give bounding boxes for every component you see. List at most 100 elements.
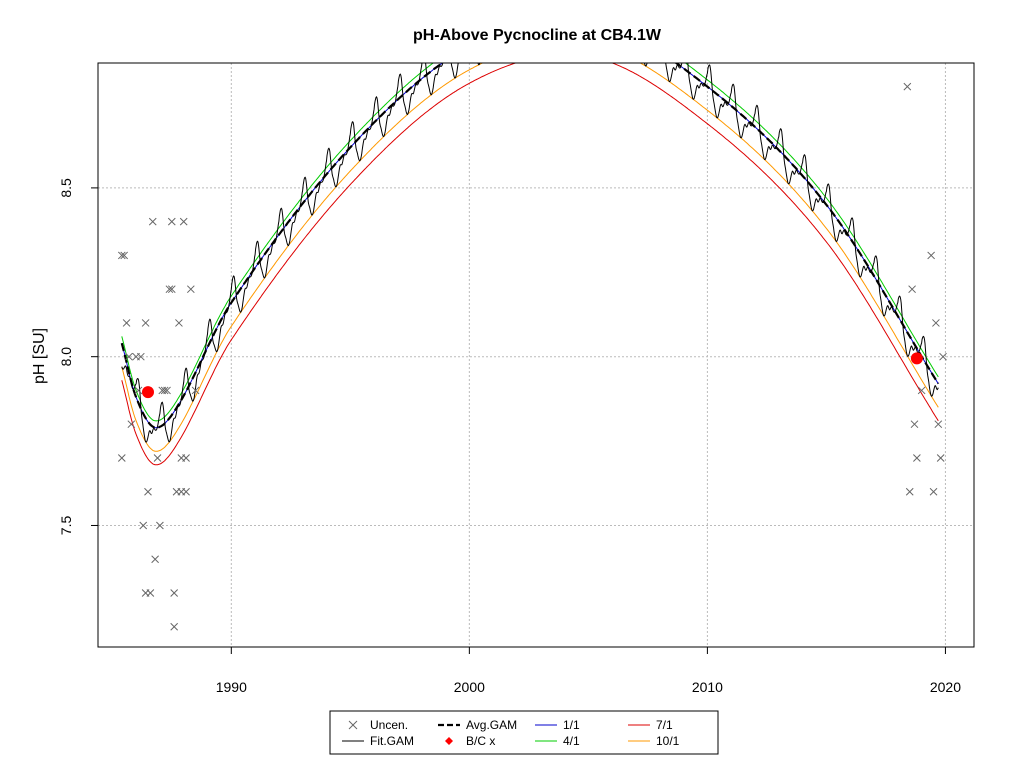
legend-label: Avg.GAM	[466, 718, 517, 732]
y-tick-label: 8.5	[58, 178, 74, 198]
uncensored-mark	[910, 420, 919, 429]
uncensored-mark	[913, 454, 921, 462]
uncensored-point	[122, 319, 131, 327]
uncensored-point	[908, 285, 916, 294]
uncensored-point	[182, 487, 190, 496]
uncensored-point	[144, 487, 152, 496]
legend-label: Fit.GAM	[370, 734, 414, 748]
uncensored-point	[910, 420, 919, 429]
legend-label: 7/1	[656, 718, 673, 732]
uncensored-mark	[163, 386, 171, 395]
uncensored-mark	[191, 386, 200, 395]
uncensored-point	[934, 420, 943, 429]
uncensored-mark	[146, 589, 155, 597]
y-tick-label: 8.0	[58, 347, 74, 367]
uncensored-mark	[141, 319, 150, 327]
uncensored-point	[127, 420, 136, 429]
legend-swatch	[445, 737, 453, 745]
uncensored-point	[939, 352, 947, 361]
seasonal-line-4-1	[121, 63, 939, 422]
uncensored-point	[170, 622, 179, 631]
uncensored-mark	[927, 251, 936, 260]
uncensored-mark	[117, 454, 126, 462]
uncensored-mark	[148, 217, 157, 226]
uncensored-point	[917, 386, 926, 395]
uncensored-mark	[932, 319, 940, 327]
uncensored-point	[191, 386, 200, 395]
uncensored-point	[163, 386, 171, 395]
x-tick-label: 1990	[216, 679, 247, 695]
uncensored-point	[148, 217, 157, 226]
legend-box	[329, 710, 719, 755]
x-tick-label: 2000	[454, 679, 485, 695]
legend: Uncen. Avg.GAM 1/1 7/1 Fit.GAM B/C x 4/1 10/1	[329, 710, 719, 755]
uncensored-point	[170, 589, 179, 597]
uncensored-point	[165, 285, 174, 294]
legend-entry: Avg.GAM	[438, 718, 517, 732]
uncensored-point	[167, 217, 176, 226]
fit-gam-line	[121, 63, 939, 443]
legend-label: Uncen.	[370, 718, 408, 732]
plot-area	[117, 63, 947, 631]
seasonal-line-10-1	[121, 63, 939, 452]
legend-entry: 10/1	[628, 734, 680, 748]
uncensored-point	[929, 487, 938, 496]
uncensored-point	[117, 454, 126, 462]
x-tick-label: 2020	[930, 679, 961, 695]
axes: 1990 2000 2010 2020 7.5 8.0 8.5	[58, 178, 961, 695]
uncensored-mark	[156, 521, 164, 530]
uncensored-mark	[151, 555, 159, 564]
legend-label: B/C x	[466, 734, 495, 748]
uncensored-point	[175, 319, 183, 327]
uncensored-point	[932, 319, 940, 327]
uncensored-mark	[939, 352, 947, 361]
uncensored-point	[905, 487, 914, 496]
uncensored-mark	[182, 487, 190, 496]
uncensored-point	[139, 521, 148, 530]
uncensored-point	[927, 251, 936, 260]
uncensored-mark	[117, 251, 126, 260]
uncensored-mark	[186, 285, 195, 294]
legend-entry: B/C x	[445, 734, 495, 748]
uncensored-mark	[903, 82, 912, 91]
uncensored-point	[153, 454, 162, 462]
uncensored-mark	[134, 386, 143, 395]
uncensored-point	[117, 251, 126, 260]
uncensored-mark	[936, 454, 945, 462]
uncensored-point	[160, 386, 169, 395]
uncensored-point	[913, 454, 921, 462]
uncensored-mark	[136, 352, 145, 361]
legend-label: 1/1	[563, 718, 580, 732]
uncensored-point	[182, 454, 190, 462]
uncensored-mark	[120, 251, 129, 260]
uncensored-mark	[125, 352, 133, 361]
uncensored-point	[903, 82, 912, 91]
uncensored-mark	[170, 622, 179, 631]
legend-entry: 7/1	[628, 718, 673, 732]
bc-point	[910, 352, 923, 365]
uncensored-mark	[182, 454, 190, 462]
legend-entry: 4/1	[535, 734, 580, 748]
uncensored-mark	[929, 487, 938, 496]
uncensored-mark	[905, 487, 914, 496]
legend-label: 4/1	[563, 734, 580, 748]
x-tick-label: 2010	[692, 679, 723, 695]
avg-gam-line	[120, 63, 940, 429]
legend-label: 10/1	[656, 734, 680, 748]
plot-frame	[97, 62, 975, 648]
uncensored-point	[120, 251, 129, 260]
uncensored-mark	[139, 521, 148, 530]
grid-lines	[98, 63, 974, 647]
uncensored-mark	[153, 454, 162, 462]
uncensored-point	[179, 217, 188, 226]
uncensored-point	[141, 319, 150, 327]
uncensored-mark	[170, 589, 179, 597]
uncensored-mark	[165, 285, 174, 294]
legend-entry: Uncen.	[348, 718, 408, 732]
uncensored-mark	[179, 217, 188, 226]
seasonal-line-1-1	[121, 63, 939, 429]
chart-title: pH-Above Pycnocline at CB4.1W	[413, 27, 662, 44]
uncensored-mark	[144, 487, 152, 496]
uncensored-mark	[127, 420, 136, 429]
seasonal-line-7-1	[121, 63, 939, 466]
